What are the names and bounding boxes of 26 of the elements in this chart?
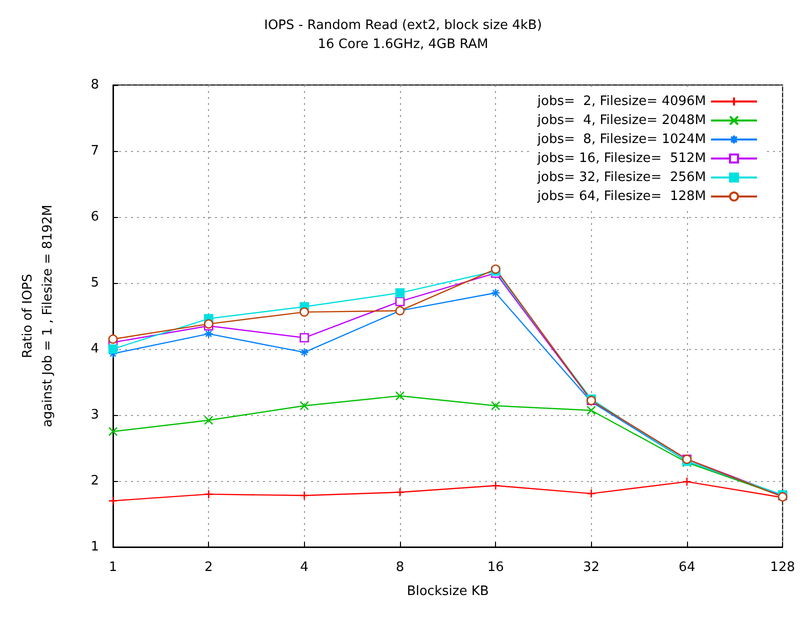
y-tick-label: 5 <box>90 276 99 290</box>
x-tick-label: 1 <box>108 560 118 575</box>
legend-label: jobs= 16, Filesize= 512M <box>536 151 706 166</box>
legend-label: jobs= 8, Filesize= 1024M <box>536 132 706 147</box>
y-tick-label: 4 <box>90 342 99 356</box>
x-tick-label: 8 <box>396 560 404 575</box>
x-tick-label: 32 <box>583 560 600 575</box>
x-axis-title: Blocksize KB <box>406 584 489 599</box>
x-tick-label: 16 <box>487 560 504 575</box>
y-tick-label: 2 <box>90 474 99 488</box>
chart-title: IOPS - Random Read (ext2, block size 4kB) <box>264 18 542 33</box>
legend-label: jobs= 4, Filesize= 2048M <box>536 113 706 128</box>
y-tick-label: 7 <box>90 144 99 158</box>
y-axis-title: Ratio of IOPS against Job = 1 , Filesize = 8192M <box>20 204 56 428</box>
legend-label: jobs= 64, Filesize= 128M <box>536 189 706 204</box>
y-tick-label: 8 <box>90 78 99 92</box>
y-tick-label: 1 <box>90 540 99 554</box>
chart-subtitle: 16 Core 1.6GHz, 4GB RAM <box>318 37 488 52</box>
legend-label: jobs= 32, Filesize= 256M <box>536 170 706 185</box>
x-tick-label: 4 <box>300 560 308 575</box>
x-tick-label: 64 <box>678 560 696 575</box>
y-tick-label: 6 <box>90 210 99 224</box>
y-tick-label: 3 <box>90 408 99 422</box>
x-tick-label: 2 <box>204 560 213 575</box>
x-tick-label: 128 <box>770 560 796 575</box>
legend-label: jobs= 2, Filesize= 4096M <box>536 94 706 109</box>
